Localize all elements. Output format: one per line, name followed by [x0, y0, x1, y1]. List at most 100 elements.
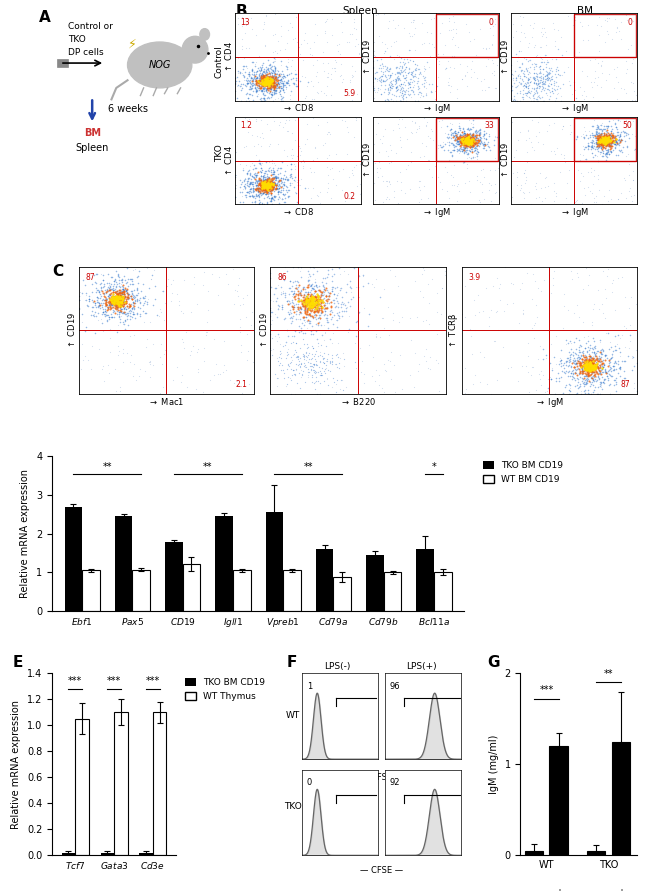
- Point: [396, 88, 407, 102]
- Point: [307, 294, 317, 308]
- Point: [522, 89, 532, 103]
- Point: [235, 324, 246, 339]
- Point: [324, 304, 335, 318]
- Point: [309, 282, 319, 296]
- Point: [614, 134, 625, 148]
- Point: [608, 358, 618, 372]
- Text: 0: 0: [489, 18, 494, 27]
- Point: [450, 131, 461, 145]
- Point: [532, 69, 542, 84]
- Point: [302, 314, 313, 328]
- Point: [263, 176, 273, 191]
- Point: [286, 356, 296, 370]
- Point: [459, 129, 469, 143]
- Point: [343, 299, 353, 314]
- Point: [391, 81, 401, 95]
- Point: [372, 53, 382, 67]
- Point: [109, 297, 119, 311]
- Point: [286, 168, 296, 183]
- Point: [536, 73, 546, 87]
- Point: [270, 176, 280, 190]
- Point: [255, 173, 266, 187]
- Bar: [114, 712, 127, 855]
- Point: [586, 365, 597, 380]
- Point: [123, 290, 133, 305]
- Point: [259, 71, 270, 86]
- Point: [240, 184, 251, 199]
- Point: [110, 272, 120, 286]
- Point: [292, 349, 303, 364]
- Point: [597, 359, 607, 373]
- Point: [113, 293, 124, 307]
- Point: [274, 81, 285, 95]
- Point: [112, 296, 122, 310]
- Point: [319, 356, 330, 370]
- Point: [604, 358, 615, 372]
- Point: [129, 283, 140, 298]
- Point: [253, 174, 263, 188]
- Point: [408, 69, 419, 83]
- Point: [105, 295, 115, 309]
- Point: [321, 354, 332, 368]
- Point: [242, 61, 252, 75]
- Point: [469, 136, 479, 151]
- Point: [572, 359, 582, 373]
- Point: [599, 131, 610, 145]
- Point: [81, 293, 91, 307]
- Point: [251, 82, 261, 96]
- Point: [583, 359, 593, 373]
- Point: [528, 266, 538, 281]
- Point: [472, 70, 482, 85]
- Point: [123, 290, 133, 305]
- Point: [562, 176, 572, 191]
- Point: [610, 373, 620, 388]
- Point: [451, 26, 462, 40]
- Point: [456, 72, 467, 86]
- Point: [459, 127, 469, 141]
- Point: [318, 56, 328, 70]
- Point: [467, 135, 477, 149]
- Point: [306, 297, 316, 311]
- Point: [381, 73, 391, 87]
- Point: [278, 181, 288, 195]
- Point: [410, 116, 420, 130]
- Point: [389, 87, 399, 102]
- Point: [202, 325, 213, 339]
- Point: [315, 368, 326, 382]
- Point: [445, 144, 455, 159]
- Point: [598, 130, 608, 144]
- Point: [108, 290, 118, 305]
- Point: [463, 134, 473, 148]
- Point: [270, 169, 281, 184]
- Point: [552, 82, 562, 96]
- Point: [401, 161, 411, 176]
- Point: [261, 64, 271, 78]
- Point: [113, 287, 124, 301]
- Point: [601, 137, 611, 151]
- Point: [276, 175, 287, 189]
- Point: [565, 78, 575, 92]
- Point: [111, 290, 121, 304]
- Point: [571, 387, 581, 401]
- Point: [265, 172, 276, 186]
- Point: [597, 137, 607, 151]
- Point: [278, 83, 288, 97]
- Point: [601, 130, 612, 144]
- Point: [384, 176, 395, 191]
- Point: [420, 61, 430, 76]
- Point: [118, 298, 128, 313]
- Point: [240, 158, 251, 172]
- Point: [595, 132, 605, 146]
- Point: [254, 61, 264, 75]
- Point: [629, 173, 639, 187]
- Point: [565, 378, 575, 392]
- Point: [462, 134, 473, 148]
- Point: [256, 94, 266, 108]
- Point: [601, 125, 612, 139]
- Point: [311, 295, 321, 309]
- Point: [521, 79, 532, 94]
- Point: [344, 73, 355, 87]
- Point: [302, 292, 312, 307]
- Point: [411, 58, 422, 72]
- Point: [307, 301, 317, 315]
